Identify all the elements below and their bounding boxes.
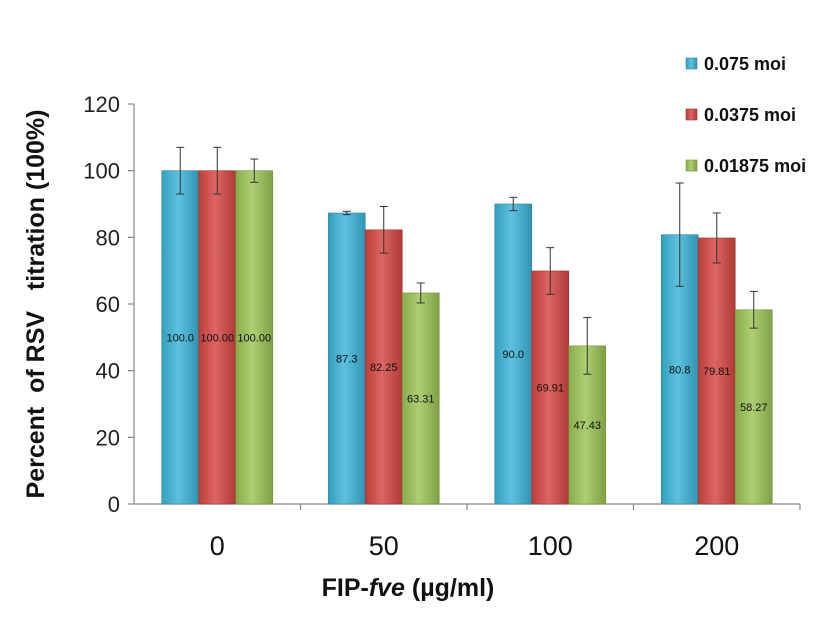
x-ticks: 0 50 100 200 xyxy=(210,504,801,561)
y-tick-label: 40 xyxy=(96,359,120,384)
y-ticks: 0 20 40 60 80 100 120 xyxy=(83,92,134,517)
y-tick-label: 20 xyxy=(96,425,120,450)
data-label: 63.31 xyxy=(407,393,435,405)
y-tick-label: 120 xyxy=(83,92,120,117)
legend-label: 0.0375 moi xyxy=(704,105,796,125)
error-bars xyxy=(176,146,758,375)
data-label: 100.0 xyxy=(166,332,194,344)
bar xyxy=(531,270,570,505)
data-label: 80.8 xyxy=(669,364,690,376)
y-tick-label: 100 xyxy=(83,159,120,184)
data-label: 58.27 xyxy=(740,402,768,414)
data-label: 100.00 xyxy=(200,332,234,344)
x-axis-title-suffix: (µg/ml) xyxy=(405,574,494,602)
y-tick-label: 0 xyxy=(108,492,120,517)
bar xyxy=(364,229,403,505)
x-axis-title: FIP-fve (µg/ml) xyxy=(322,574,495,602)
bar xyxy=(327,212,366,505)
legend-swatch xyxy=(685,159,698,172)
x-tick-label: 50 xyxy=(369,531,399,561)
x-axis-title-italic: fve xyxy=(369,574,405,602)
data-label: 69.91 xyxy=(536,382,564,394)
legend-label: 0.01875 moi xyxy=(704,156,806,176)
y-axis-title: Percent of RSV titration (100%) xyxy=(22,110,50,499)
x-tick-label: 100 xyxy=(528,531,573,561)
bar xyxy=(401,292,440,505)
bars xyxy=(161,170,773,505)
bar xyxy=(198,170,237,505)
data-label: 90.0 xyxy=(503,349,524,361)
y-tick-label: 80 xyxy=(96,225,120,250)
legend-swatch xyxy=(685,108,698,121)
data-labels: 100.0 100.00 100.00 87.3 82.25 63.31 90.0 69.91… xyxy=(166,332,767,432)
x-tick-label: 0 xyxy=(210,531,225,561)
legend-swatch xyxy=(685,57,698,70)
data-label: 79.81 xyxy=(703,366,731,378)
y-tick-label: 60 xyxy=(96,292,120,317)
bar xyxy=(734,309,773,505)
bar xyxy=(235,170,274,505)
x-axis-title-prefix: FIP- xyxy=(322,574,369,602)
data-label: 47.43 xyxy=(573,420,601,432)
legend-label: 0.075 moi xyxy=(704,54,786,74)
data-label: 87.3 xyxy=(336,354,357,366)
x-tick-label: 200 xyxy=(694,531,739,561)
data-label: 100.00 xyxy=(237,332,271,344)
data-label: 82.25 xyxy=(370,362,398,374)
legend: 0.075 moi 0.0375 moi 0.01875 moi xyxy=(685,54,806,176)
